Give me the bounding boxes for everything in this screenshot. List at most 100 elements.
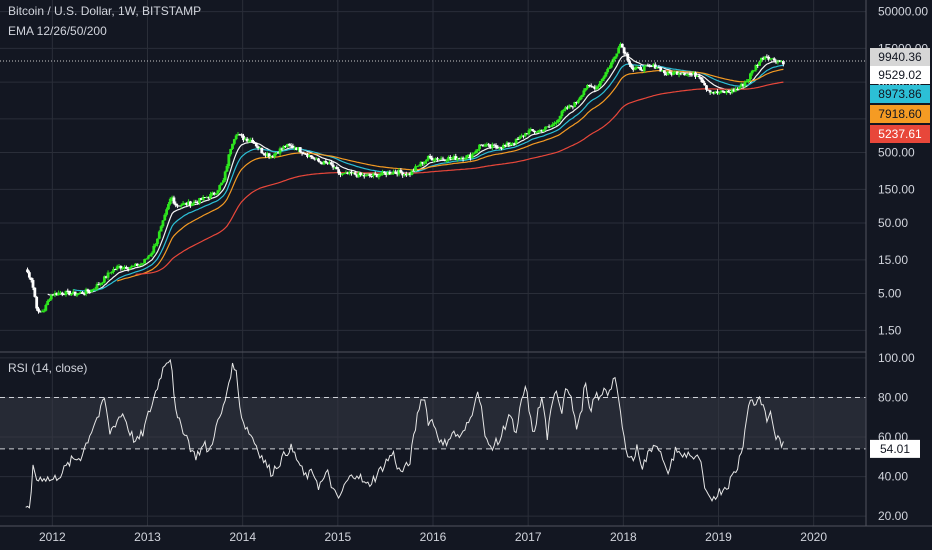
candle-body [207,197,211,199]
candle-body [254,143,258,147]
candle-body [626,53,630,61]
candle-body [64,290,68,295]
candle-body [633,68,637,70]
candle-body [697,75,701,78]
candle-body [494,145,498,147]
candle-body [617,47,621,54]
candle-body [320,162,324,165]
candle-body [642,66,646,71]
price-tick-label: 150.00 [878,182,915,196]
rsi-tick-label: 80.00 [878,390,908,404]
candle-body [112,269,115,272]
ema50-line [116,68,784,282]
candle-body [370,175,373,177]
candle-body [734,88,738,92]
candle-body [198,198,201,204]
price-tag-bg [870,125,930,143]
candle-body [622,47,626,54]
candle-body [232,139,236,144]
candle-body [284,146,287,148]
candle-body [178,205,181,207]
candle-body [57,292,61,296]
candle-body [688,74,692,76]
candle-body [404,173,408,176]
candle-body [465,155,469,159]
candle-body [593,86,597,90]
candle-body [756,64,760,66]
candle-body [218,185,222,191]
candle-body [364,175,368,177]
candle-body [648,65,652,67]
candle-body [454,156,458,160]
time-tick-label: 2016 [420,530,447,544]
candle-body [692,72,696,75]
candle-body [664,73,668,76]
candle-body [328,162,331,164]
ema-lines [47,55,784,296]
price-tag: 7918.60 [870,105,930,123]
candle-body [573,102,577,108]
time-tick-label: 2017 [515,530,542,544]
candle-body [106,272,110,278]
candle-body [88,291,92,293]
candle-body [613,56,617,59]
candle-body [534,132,538,134]
candle-body [377,175,381,178]
candle-body [609,62,613,68]
candle-body [547,126,551,128]
candle-body [280,148,284,150]
candle-body [75,294,79,296]
candle-body [730,89,734,93]
candle-body [695,75,699,77]
candle-body [234,135,238,140]
candle-body [318,161,322,163]
candle-body [331,164,335,168]
candle-body [403,173,406,176]
candle-body [311,157,315,159]
candle-body [781,61,785,65]
candle-body [461,157,465,160]
candle-body [666,71,670,76]
candle-body [598,81,602,86]
candle-body [313,158,317,160]
candle-body [556,119,560,123]
price-tag-label: 9529.02 [878,68,922,82]
candle-body [37,308,40,312]
rsi-line-layer [25,358,784,509]
candle-body [686,74,690,76]
candle-body [498,147,502,149]
candle-body [445,160,449,162]
candle-body [555,122,558,124]
candle-body [40,311,44,313]
candle-body [189,201,192,206]
candle-body [490,144,494,148]
price-tag: 9529.02 [870,66,930,84]
candle-body [199,198,203,200]
candle-body [770,58,774,60]
candle-body [631,67,635,70]
candle-body [113,269,117,271]
candle-body [355,174,359,177]
candle-body [505,142,509,146]
candle-body [701,79,705,83]
candle-body [485,144,489,146]
candle-body [163,214,167,221]
candle-body [295,147,298,151]
candle-body [128,267,132,270]
candle-body [670,72,674,75]
candle-body [463,158,467,160]
candle-body [646,65,650,67]
candle-body [357,172,361,177]
candle-body [31,280,35,288]
candle-body [26,269,29,273]
candle-body [759,57,763,62]
candle-body [108,272,112,274]
candle-body [721,90,725,92]
candle-body [165,209,169,215]
candle-body [337,169,341,174]
candle-body [84,289,88,294]
candle-body [487,144,491,146]
rsi-tag-bg [870,439,920,458]
candle-body [448,157,452,159]
candle-body [410,170,414,175]
